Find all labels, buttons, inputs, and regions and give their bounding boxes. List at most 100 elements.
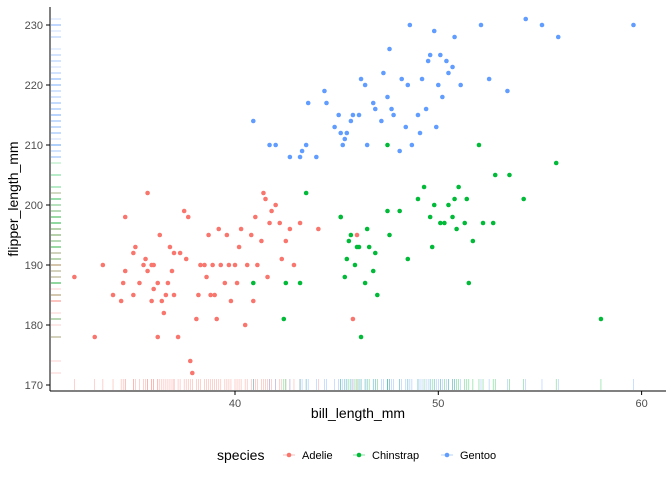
data-point-chinstrap (454, 226, 459, 232)
data-point-gentoo (391, 112, 396, 118)
data-point-chinstrap (427, 214, 433, 220)
data-point-chinstrap (338, 214, 344, 220)
data-point-chinstrap (348, 232, 354, 238)
data-point-adelie (224, 232, 230, 238)
data-point-chinstrap (297, 280, 303, 286)
data-point-gentoo (344, 130, 350, 136)
legend-label-chinstrap: Chinstrap (372, 450, 419, 462)
data-point-chinstrap (362, 280, 368, 286)
data-point-chinstrap (281, 316, 287, 322)
data-point-gentoo (397, 148, 402, 154)
data-point-chinstrap (385, 208, 390, 214)
data-point-adelie (226, 262, 232, 268)
legend-key-chinstrap (356, 452, 362, 458)
data-point-gentoo (332, 124, 337, 130)
data-point-gentoo (458, 82, 463, 88)
legend-key-gentoo (444, 452, 450, 458)
data-point-chinstrap (342, 274, 348, 280)
data-point-adelie (131, 250, 136, 256)
data-point-gentoo (350, 112, 356, 118)
y-tick-label: 200 (25, 200, 43, 212)
data-point-adelie (155, 334, 161, 340)
data-point-adelie (143, 256, 148, 262)
data-point-chinstrap (354, 244, 360, 250)
data-point-adelie (228, 298, 234, 304)
data-point-adelie (269, 208, 274, 214)
data-point-adelie (244, 262, 250, 268)
data-point-adelie (169, 268, 175, 274)
data-point-adelie (145, 190, 150, 196)
data-point-adelie (157, 232, 163, 238)
data-point-adelie (165, 280, 171, 286)
data-point-adelie (141, 262, 146, 268)
data-point-chinstrap (446, 202, 451, 208)
data-point-gentoo (523, 16, 529, 22)
data-point-adelie (350, 316, 356, 322)
data-point-gentoo (555, 34, 561, 40)
y-ticks-group: 170 180 190 200 210 220 230 (25, 20, 50, 392)
data-point-chinstrap (375, 292, 380, 298)
data-point-adelie (122, 268, 128, 274)
data-point-gentoo (387, 46, 392, 52)
data-point-gentoo (336, 112, 341, 118)
data-point-chinstrap (372, 250, 378, 256)
data-point-adelie (248, 232, 254, 238)
data-point-adelie (267, 220, 272, 226)
data-point-adelie (198, 262, 203, 268)
data-point-adelie (163, 292, 169, 298)
data-point-adelie (261, 190, 266, 196)
data-point-chinstrap (466, 280, 472, 286)
data-point-gentoo (372, 106, 378, 112)
data-point-gentoo (356, 112, 362, 118)
data-point-adelie (151, 286, 156, 292)
data-point-gentoo (433, 124, 439, 130)
data-point-adelie (263, 196, 268, 202)
data-point-adelie (100, 262, 106, 268)
data-point-gentoo (340, 142, 346, 148)
data-point-chinstrap (352, 262, 358, 268)
data-point-gentoo (362, 82, 368, 88)
data-point-gentoo (322, 88, 327, 94)
data-point-adelie (222, 280, 228, 286)
data-point-gentoo (425, 58, 431, 64)
data-point-adelie (283, 238, 289, 244)
data-point-gentoo (415, 112, 421, 118)
data-point-chinstrap (553, 160, 559, 166)
y-tick-label: 230 (25, 20, 43, 32)
data-point-gentoo (539, 22, 545, 28)
data-point-adelie (151, 262, 156, 268)
data-point-adelie (110, 292, 116, 298)
y-tick-label: 170 (25, 380, 43, 392)
data-point-gentoo (273, 142, 278, 148)
data-point-adelie (190, 370, 195, 376)
data-point-gentoo (444, 58, 449, 64)
data-point-adelie (242, 322, 248, 328)
data-point-chinstrap (442, 220, 447, 226)
data-point-adelie (175, 334, 181, 340)
y-tick-label: 190 (25, 260, 43, 272)
data-point-adelie (145, 268, 150, 274)
data-point-chinstrap (366, 244, 372, 250)
rug-y-group (51, 18, 61, 374)
data-point-adelie (251, 298, 256, 304)
data-point-gentoo (452, 34, 457, 40)
data-point-adelie (238, 226, 244, 232)
data-point-gentoo (431, 28, 437, 34)
x-ticks-group: 40 50 60 (229, 391, 648, 410)
data-point-chinstrap (421, 184, 427, 190)
data-point-gentoo (379, 118, 384, 124)
data-point-chinstrap (283, 280, 289, 286)
data-point-chinstrap (397, 208, 402, 214)
data-point-chinstrap (470, 238, 476, 244)
data-point-gentoo (427, 52, 433, 58)
legend-label-adelie: Adelie (302, 450, 333, 462)
data-point-gentoo (287, 154, 293, 160)
data-point-chinstrap (456, 184, 461, 190)
data-point-gentoo (450, 64, 455, 70)
legend-key-adelie (286, 452, 292, 458)
x-tick-label: 50 (432, 398, 444, 410)
data-point-adelie (131, 292, 136, 298)
data-point-chinstrap (521, 196, 526, 202)
data-point-gentoo (324, 100, 329, 106)
